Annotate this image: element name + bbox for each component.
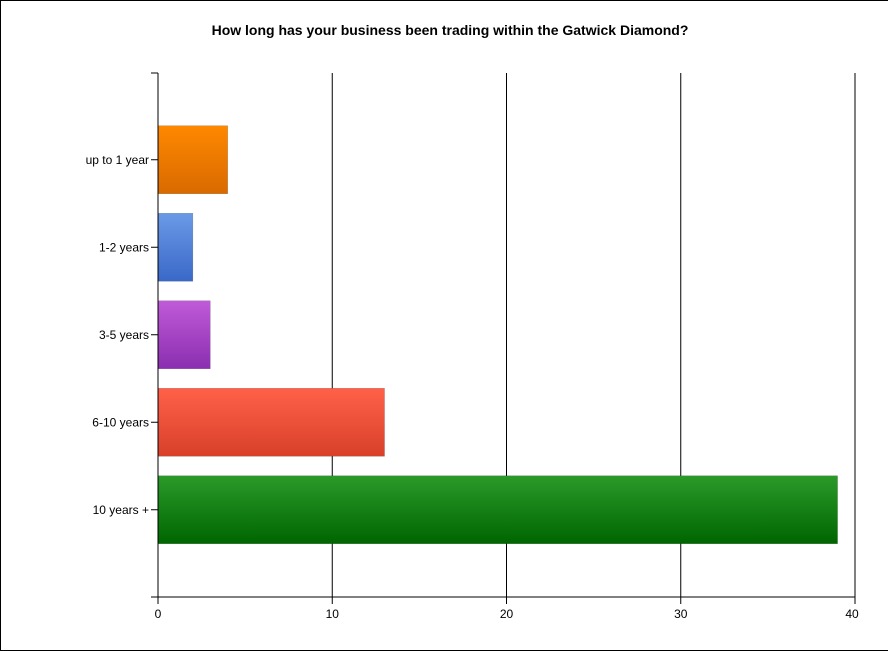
category-label: 6-10 years (92, 415, 149, 429)
bar-1-2-years (157, 213, 194, 282)
x-tick-labels: 0 10 20 30 40 (155, 607, 859, 621)
category-label: 1-2 years (99, 240, 149, 254)
category-labels: up to 1 year 1-2 years 3-5 years 6-10 years… (86, 153, 149, 517)
category-label: 3-5 years (99, 328, 149, 342)
bar-3-5-years (157, 300, 211, 369)
x-tick-label: 30 (674, 607, 688, 621)
category-label: 10 years + (93, 503, 149, 517)
bar-6-10-years (157, 388, 385, 457)
bars (157, 125, 838, 544)
x-tick-label: 40 (845, 607, 859, 621)
x-tick-label: 0 (155, 607, 162, 621)
chart-title: How long has your business been trading … (211, 22, 689, 38)
category-label: up to 1 year (86, 153, 149, 167)
x-tick-label: 10 (326, 607, 340, 621)
bar-up-to-1-year (157, 125, 228, 194)
x-tick-label: 20 (500, 607, 514, 621)
axes (151, 72, 856, 604)
bar-10-years- (157, 475, 838, 544)
